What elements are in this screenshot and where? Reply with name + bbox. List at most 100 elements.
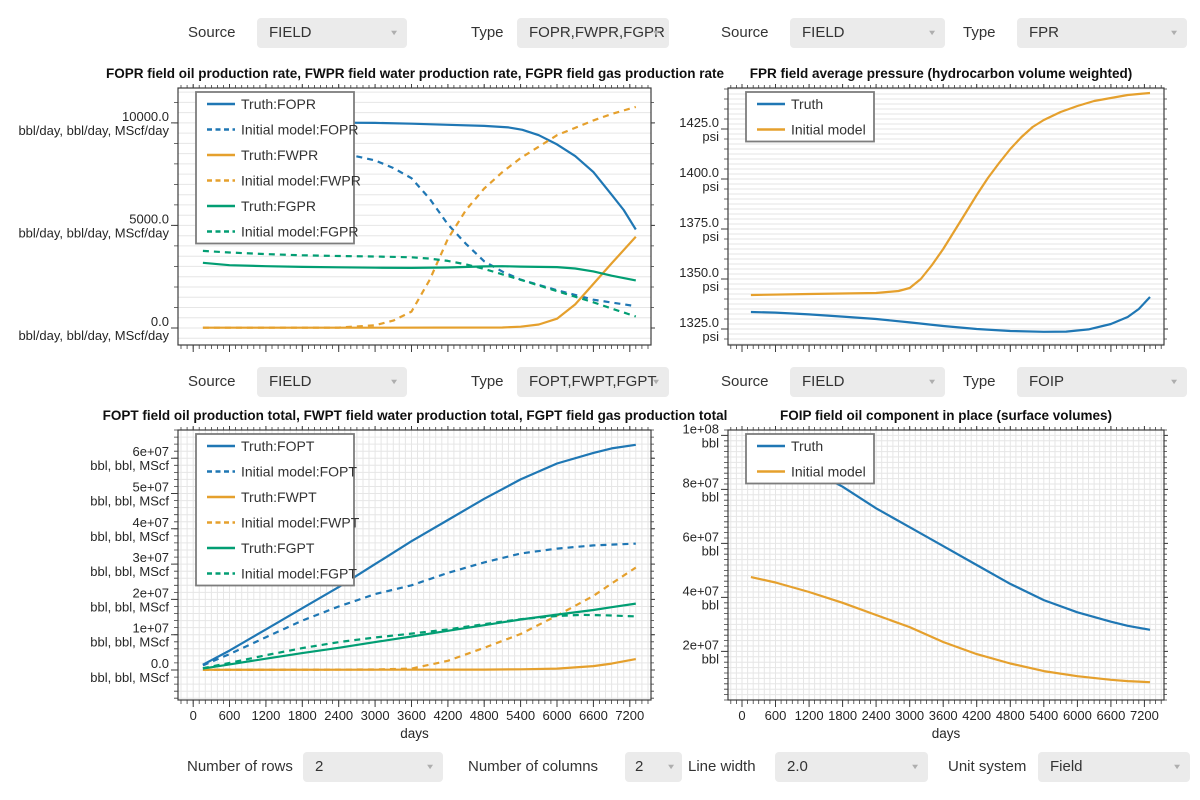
x-tick-value: 1800 (828, 708, 857, 723)
x-tick-value: 0 (738, 708, 745, 723)
rows-select[interactable]: 2 ▼ (303, 752, 443, 782)
y-tick-value: 1e+08 (682, 421, 719, 436)
y-tick-value: 10000.0 (122, 109, 169, 124)
x-tick-value: 3600 (397, 708, 426, 723)
x-tick-value: 3000 (361, 708, 390, 723)
source-select-top-right[interactable]: FIELD ▼ (790, 18, 945, 48)
unit-system-select[interactable]: Field ▼ (1038, 752, 1190, 782)
type-select-value: FOPR,FWPR,FGPR (529, 24, 665, 41)
y-tick-value: 2e+07 (132, 585, 169, 600)
rows-label: Number of rows (187, 758, 293, 775)
y-tick-value: 1425.0 (679, 115, 719, 130)
chart-title-totals: FOPT field oil production total, FWPT fi… (102, 408, 728, 423)
y-tick-value: 6e+07 (132, 444, 169, 459)
x-tick-value: 6600 (1096, 708, 1125, 723)
y-tick-unit: bbl/day, bbl/day, MScf/day (18, 328, 169, 343)
columns-select[interactable]: 2 ▼ (625, 752, 682, 782)
y-tick-value: 1375.0 (679, 215, 719, 230)
y-tick-unit: bbl, bbl, MScf (90, 458, 169, 473)
line-width-select[interactable]: 2.0 ▼ (775, 752, 928, 782)
legend-entry-label: Initial model:FGPR (241, 224, 358, 240)
series-initial-model-fgpr (202, 249, 637, 318)
x-tick-value: 6000 (543, 708, 572, 723)
source-select-top-left[interactable]: FIELD ▼ (257, 18, 407, 48)
y-tick-unit: psi (702, 179, 719, 194)
x-tick-value: 1200 (251, 708, 280, 723)
rows-select-value: 2 (315, 758, 324, 775)
x-tick-value: 5400 (506, 708, 535, 723)
chart-title-fpr: FPR field average pressure (hydrocarbon … (749, 66, 1133, 81)
y-tick-unit: psi (702, 129, 719, 144)
type-select-mid-left[interactable]: FOPT,FWPT,FGPT ▼ (517, 367, 669, 397)
y-tick-unit: bbl (702, 435, 719, 450)
x-tick-value: 0 (190, 708, 197, 723)
columns-select-value: 2 (635, 758, 644, 775)
y-tick-value: 4e+07 (682, 583, 719, 598)
y-tick-unit: bbl, bbl, MScf (90, 564, 169, 579)
legend-entry-label: Initial model:FWPR (241, 173, 361, 189)
y-tick-unit: bbl (702, 489, 719, 504)
legend-entry-label: Initial model:FGPT (241, 566, 357, 582)
columns-label: Number of columns (468, 758, 599, 775)
dropdown-caret-icon: ▼ (389, 28, 399, 38)
plot-frame (727, 429, 1165, 701)
y-tick-value: 1350.0 (679, 265, 719, 280)
y-tick-value: 6e+07 (682, 529, 719, 544)
chart-title-rates: FOPR field oil production rate, FWPR fie… (105, 66, 725, 81)
y-tick-unit: psi (702, 229, 719, 244)
dropdown-caret-icon: ▼ (651, 28, 661, 38)
x-tick-value: 2400 (324, 708, 353, 723)
type-label: Type (963, 373, 996, 390)
major-ticks (721, 426, 1168, 707)
legend-box (195, 433, 355, 587)
plot-frame (177, 87, 652, 346)
y-tick-value: 5e+07 (132, 480, 169, 495)
dropdown-caret-icon: ▼ (927, 28, 937, 38)
x-tick-value: 4800 (470, 708, 499, 723)
legend-entry-label: Initial model (791, 122, 866, 138)
series-truth-fwpr (202, 235, 637, 329)
dropdown-caret-icon: ▼ (666, 762, 676, 772)
y-tick-value: 0.0 (151, 314, 169, 329)
legend-box (745, 91, 875, 143)
x-tick-value: 3000 (895, 708, 924, 723)
major-ticks (171, 84, 655, 352)
major-ticks (171, 426, 655, 707)
source-select-mid-right[interactable]: FIELD ▼ (790, 367, 945, 397)
y-tick-unit: bbl (702, 651, 719, 666)
x-tick-value: 1800 (288, 708, 317, 723)
dropdown-caret-icon: ▼ (1172, 762, 1182, 772)
x-tick-value: 1200 (795, 708, 824, 723)
legend-entry-label: Truth:FGPT (241, 540, 315, 556)
y-tick-unit: bbl, bbl, MScf (90, 494, 169, 509)
major-ticks (721, 84, 1168, 352)
y-tick-value: 1325.0 (679, 315, 719, 330)
legend-box (745, 433, 875, 485)
x-tick-value: 3600 (929, 708, 958, 723)
legend-entry-label: Initial model:FOPR (241, 122, 358, 138)
y-tick-value: 5000.0 (129, 211, 169, 226)
x-tick-value: 4200 (962, 708, 991, 723)
gridlines-horizontal (178, 91, 651, 339)
x-tick-value: 6600 (579, 708, 608, 723)
source-select-mid-left[interactable]: FIELD ▼ (257, 367, 407, 397)
y-tick-unit: bbl, bbl, MScf (90, 599, 169, 614)
series-truth-fwpt (202, 658, 637, 671)
unit-system-select-value: Field (1050, 758, 1083, 775)
series-initial-model (750, 91, 1151, 297)
dropdown-caret-icon: ▼ (910, 762, 920, 772)
x-tick-value: 600 (765, 708, 787, 723)
legend-entry-label: Truth:FOPR (241, 96, 316, 112)
unit-system-label: Unit system (948, 758, 1027, 775)
y-tick-value: 2e+07 (682, 637, 719, 652)
type-select-mid-right[interactable]: FOIP ▼ (1017, 367, 1187, 397)
series-truth-fgpt (202, 602, 636, 670)
y-tick-value: 8e+07 (682, 475, 719, 490)
source-select-value: FIELD (269, 24, 312, 41)
legend-entry-label: Truth:FWPT (241, 489, 317, 505)
type-select-top-right[interactable]: FPR ▼ (1017, 18, 1187, 48)
type-select-top-left[interactable]: FOPR,FWPR,FGPR ▼ (517, 18, 669, 48)
y-tick-value: 1e+07 (132, 621, 169, 636)
y-tick-unit: bbl (702, 597, 719, 612)
